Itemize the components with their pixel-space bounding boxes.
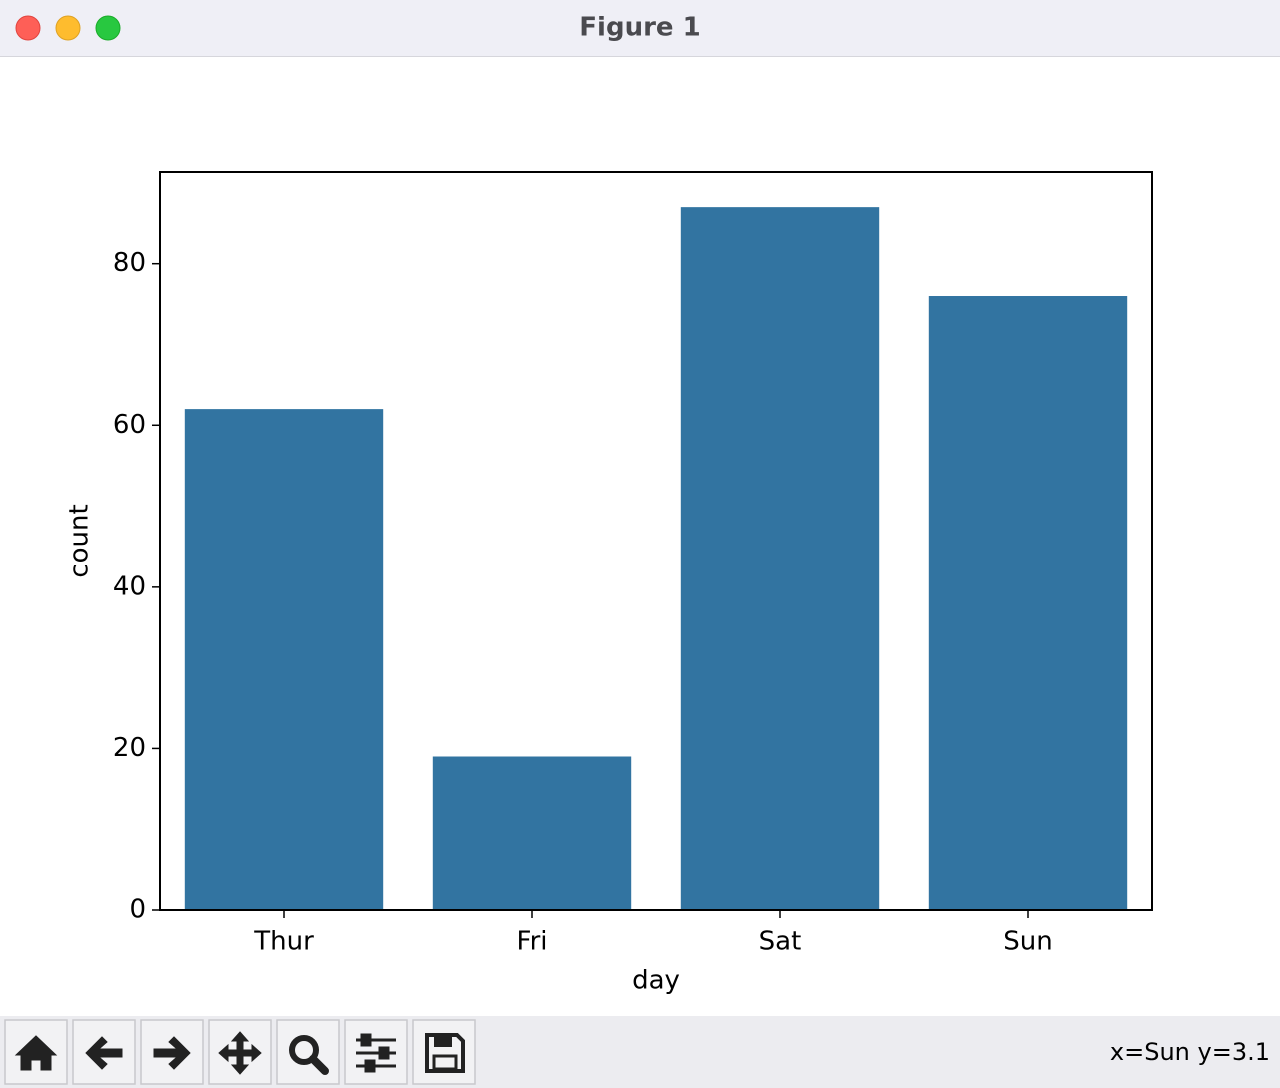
axes-frame (159, 171, 1153, 911)
y-tick-label: 0 (129, 895, 146, 925)
status-text: x=Sun y=3.1 (1110, 1038, 1270, 1066)
title-bar (0, 0, 1280, 56)
save-icon-label (432, 1054, 458, 1071)
close-button[interactable] (15, 15, 41, 41)
zoom-button[interactable] (95, 15, 121, 41)
x-tick-label: Sun (1003, 927, 1052, 957)
bar (432, 756, 632, 910)
bar (928, 296, 1128, 910)
x-tick-label: Thur (253, 927, 314, 957)
y-tick-label: 40 (113, 571, 146, 601)
forward-icon (153, 1036, 191, 1070)
x-tick-label: Sat (759, 927, 802, 957)
zoom-icon-handle (309, 1055, 329, 1075)
minimize-button[interactable] (55, 15, 81, 41)
plot: Thur Fri Sat Sun 0 20 40 60 80 day count (65, 171, 1153, 996)
save-icon (425, 1033, 465, 1073)
toolbar-buttons (4, 1019, 476, 1085)
y-tick-label: 80 (113, 248, 146, 278)
home-icon (14, 1035, 58, 1071)
zoom-rect-button[interactable] (276, 1019, 340, 1085)
bar (184, 409, 384, 910)
x-axis-label: day (632, 966, 680, 996)
pan-icon (218, 1031, 262, 1075)
y-axis-label: count (65, 504, 95, 577)
zoom-icon (289, 1035, 319, 1065)
y-tick-label: 20 (113, 733, 146, 763)
save-button[interactable] (412, 1019, 476, 1085)
x-tick-label: Fri (517, 927, 548, 957)
back-icon (85, 1036, 123, 1070)
configure-icon (356, 1033, 396, 1073)
window-title: Figure 1 (579, 13, 700, 43)
save-icon-shutter (434, 1037, 452, 1047)
y-tick-label: 60 (113, 410, 146, 440)
bar (680, 207, 880, 911)
